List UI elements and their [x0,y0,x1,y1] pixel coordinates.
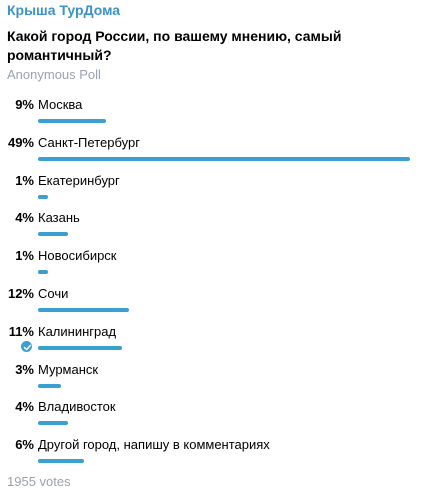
option-label: Санкт-Петербург [38,135,140,150]
option-percent: 9% [15,97,34,112]
poll-option: 4% Владивосток [0,399,423,429]
option-result-bar [38,157,410,161]
option-label: Другой город, напишу в комментариях [38,437,270,452]
option-percent: 3% [15,362,34,377]
option-percent: 6% [15,437,34,452]
poll-option: 4% Казань [0,210,423,240]
option-label: Калининград [38,324,117,339]
poll-option: 9% Москва [0,97,423,127]
option-percent: 4% [15,210,34,225]
poll-type-label: Anonymous Poll [7,67,101,82]
poll-option: 12% Сочи [0,286,423,316]
option-label: Новосибирск [38,248,117,263]
option-percent: 12% [7,286,34,301]
option-percent: 49% [7,135,34,150]
option-percent: 11% [8,324,34,339]
option-result-bar [38,270,48,274]
chosen-check-icon [20,340,33,353]
poll-option: 6% Другой город, напишу в комментариях [0,437,423,467]
option-label: Владивосток [38,399,116,414]
poll-question: Какой город России, по вашему мнению, са… [7,28,342,63]
option-result-bar [38,384,61,388]
vote-count: 1955 votes [7,474,71,489]
option-percent: 1% [15,248,34,263]
option-label: Москва [38,97,83,112]
option-label: Екатеринбург [38,173,120,188]
option-result-bar [38,119,106,123]
option-percent: 4% [15,399,34,414]
option-percent: 1% [15,173,34,188]
option-result-bar [38,459,84,463]
poll-option: 1% Екатеринбург [0,173,423,203]
channel-name[interactable]: Крыша ТурДома [7,2,121,18]
option-label: Сочи [38,286,69,301]
poll-option: 3% Мурманск [0,362,423,392]
option-result-bar [38,421,68,425]
poll-option: 11% Калининград [0,324,423,354]
option-result-bar [38,346,122,350]
option-label: Казань [38,210,80,225]
poll-option: 49% Санкт-Петербург [0,135,423,165]
option-result-bar [38,232,68,236]
option-result-bar [38,195,48,199]
option-result-bar [38,308,129,312]
poll-option: 1% Новосибирск [0,248,423,278]
option-label: Мурманск [38,362,99,377]
